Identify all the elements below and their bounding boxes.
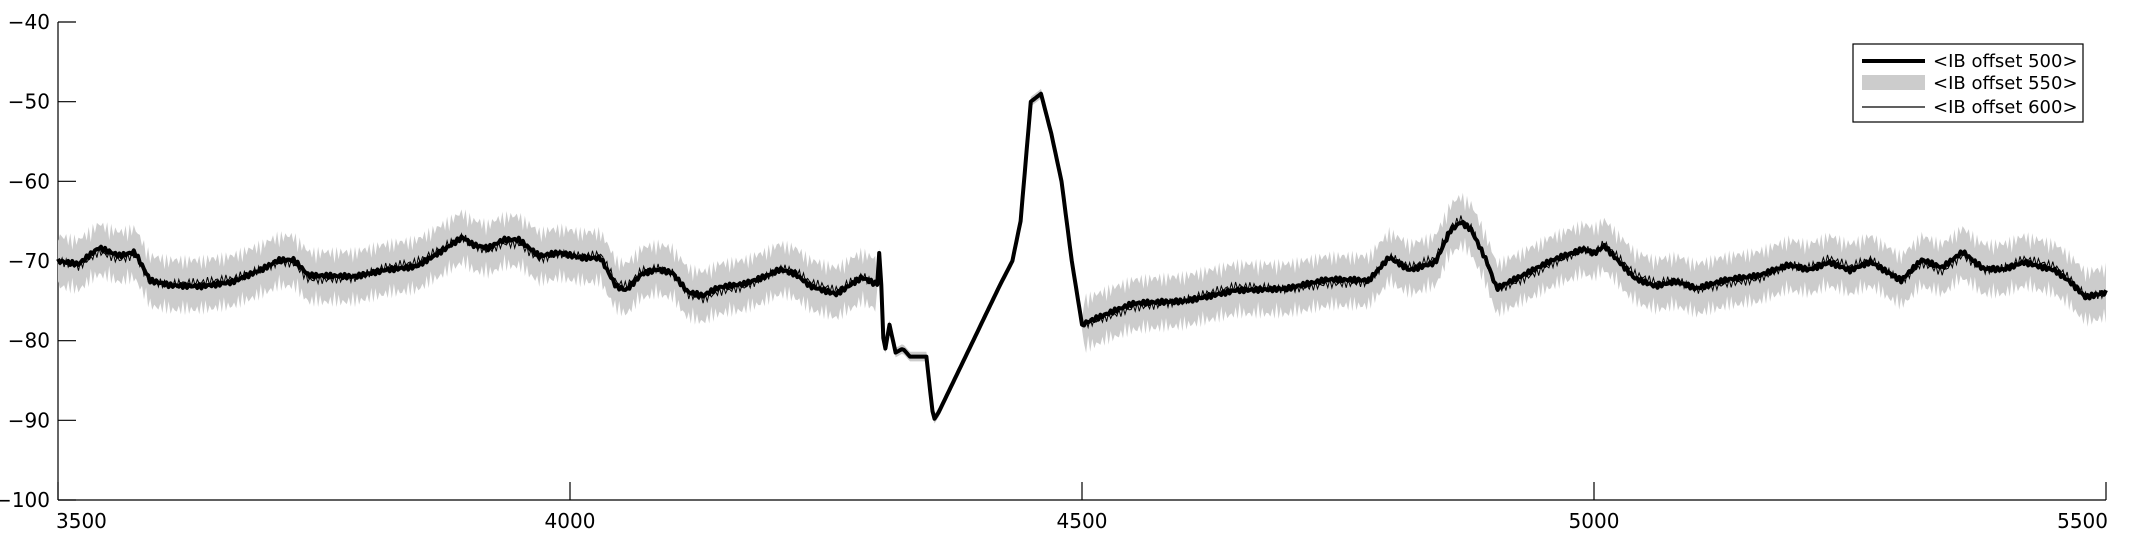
x-tick-label: 3500	[56, 509, 107, 533]
legend-swatch-ib-offset-550	[1862, 75, 1925, 90]
series-band-layer	[58, 88, 2106, 424]
legend-label-ib-offset-550: <IB offset 550>	[1933, 73, 2078, 94]
y-tick-label: −80	[8, 329, 50, 353]
y-tick-label: −50	[8, 90, 50, 114]
x-tick-label: 5000	[1569, 509, 1620, 533]
series-line-layer	[56, 91, 2108, 421]
y-tick-label: −60	[8, 169, 50, 193]
series-line-ib-offset-500	[56, 91, 2108, 421]
y-tick-label: −40	[8, 10, 50, 34]
x-tick-label: 5500	[2057, 509, 2108, 533]
y-tick-label: −70	[8, 249, 50, 273]
x-tick-label: 4000	[545, 509, 596, 533]
series-band-ib-offset-550	[58, 88, 2106, 424]
x-tick-label: 4500	[1057, 509, 1108, 533]
y-tick-label: −90	[8, 408, 50, 432]
legend-label-ib-offset-600: <IB offset 600>	[1933, 97, 2078, 118]
legend: <IB offset 500> <IB offset 550> <IB offs…	[1852, 43, 2084, 123]
legend-label-ib-offset-500: <IB offset 500>	[1933, 51, 2078, 72]
y-tick-label: −100	[0, 488, 50, 512]
